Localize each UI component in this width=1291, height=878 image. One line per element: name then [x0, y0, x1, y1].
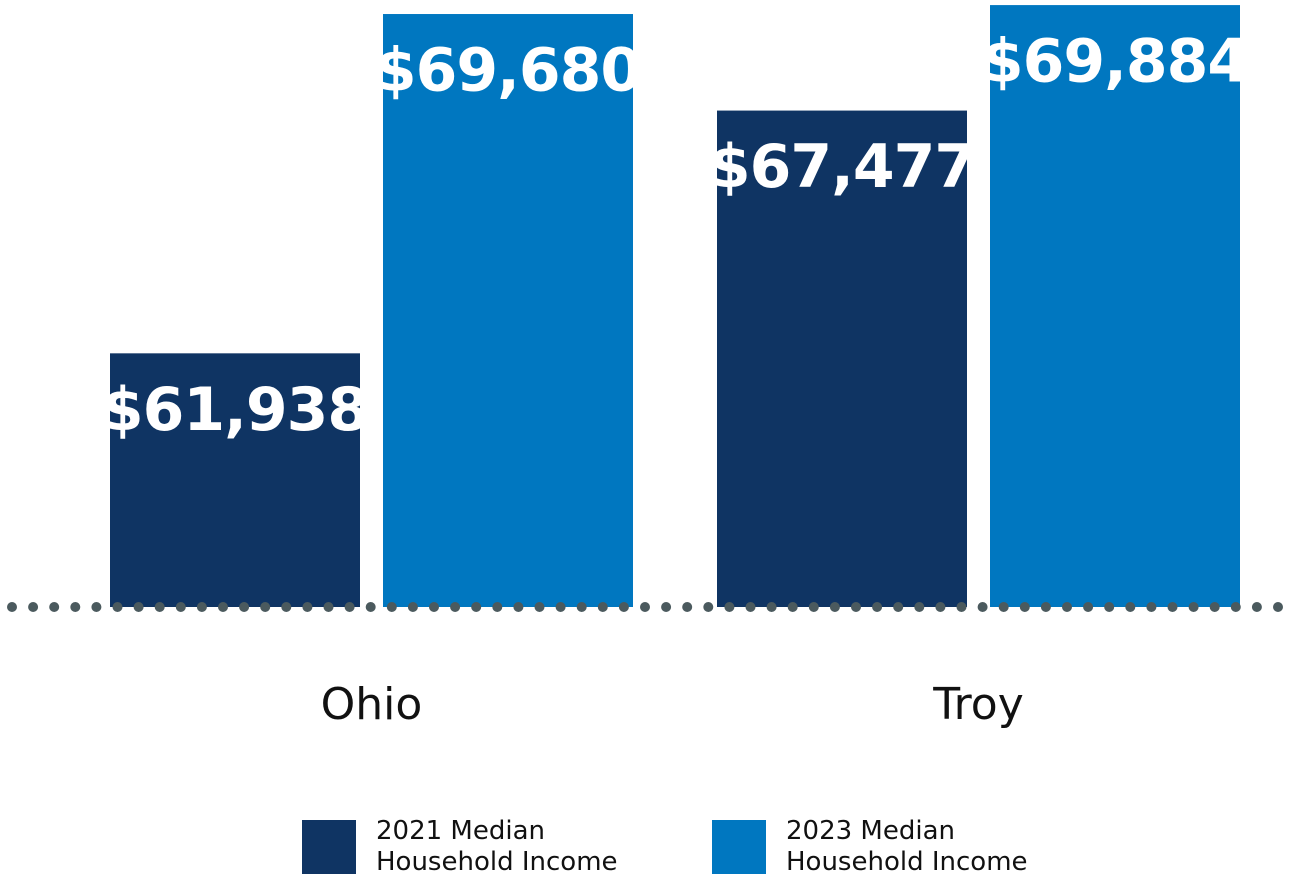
baseline-dot: [196, 602, 207, 612]
baseline-dot: [1188, 602, 1199, 612]
baseline-dot: [471, 602, 482, 612]
baseline-dot: [407, 602, 418, 612]
baseline-dot: [1146, 602, 1157, 612]
baseline-dot: [1230, 602, 1241, 612]
legend-item: 2023 Median Household Income: [712, 816, 1056, 878]
baseline-dot: [851, 602, 861, 612]
baseline-dot: [260, 602, 271, 612]
baseline-dot: [450, 602, 461, 612]
baseline-dot: [1251, 602, 1262, 612]
baseline-dot: [70, 602, 81, 612]
baseline-dot: [49, 602, 60, 612]
baseline-dot: [555, 602, 566, 612]
baseline-dot: [661, 602, 672, 612]
legend-swatch: [302, 820, 356, 874]
baseline-dot: [175, 602, 186, 612]
baseline-dot: [7, 602, 17, 612]
baseline-dot: [1062, 602, 1072, 612]
baseline-dot: [618, 602, 629, 612]
baseline-dot: [133, 602, 144, 612]
baseline-dot: [1083, 602, 1094, 612]
baseline-dot: [1167, 602, 1178, 612]
baseline-dot: [239, 602, 250, 612]
baseline-dot: [956, 602, 967, 612]
baseline-dot: [1209, 602, 1220, 612]
baseline-dot: [112, 602, 123, 612]
bar: [717, 110, 967, 607]
baseline-dot: [724, 602, 735, 612]
plot: $61,938 $69,680 Ohio $67,477$69,884 Troy: [7, 5, 1283, 730]
baseline-dot: [1125, 602, 1136, 612]
baseline-dot: [766, 602, 777, 612]
baseline-dot: [1273, 602, 1283, 612]
baseline-dot: [302, 602, 313, 612]
baseline-dot: [935, 602, 946, 612]
baseline-dot: [829, 602, 840, 612]
baseline-dot: [872, 602, 883, 612]
baseline-dot: [808, 602, 819, 612]
baseline-dot: [386, 602, 397, 612]
baseline-dot: [576, 602, 587, 612]
baseline-dot: [154, 602, 165, 612]
legend-item: 2021 Median Household Income: [302, 816, 646, 878]
baseline-dot: [218, 602, 228, 612]
baseline-dot: [365, 602, 376, 612]
baseline-dot: [640, 602, 650, 612]
bar: [990, 5, 1240, 607]
baseline-dot: [323, 602, 334, 612]
value-label: $61,938: [102, 375, 368, 445]
baseline-dot: [914, 602, 925, 612]
baseline-dot: [344, 602, 355, 612]
value-label: $69,680: [375, 36, 641, 106]
baseline-dot: [513, 602, 524, 612]
legend-label: 2021 Median Household Income: [376, 816, 618, 877]
legend-label: 2023 Median Household Income: [786, 816, 1028, 877]
value-label: $67,477: [709, 132, 975, 202]
bar: [383, 14, 633, 608]
value-label: $69,884: [982, 27, 1248, 97]
baseline-dot: [998, 602, 1009, 612]
category-label: Ohio: [321, 679, 423, 730]
baseline-dot: [281, 602, 292, 612]
baseline-dot: [787, 602, 798, 612]
baseline-dot: [597, 602, 608, 612]
baseline-dot: [703, 602, 714, 612]
baseline-dot: [429, 602, 439, 612]
legend-swatch: [712, 820, 766, 874]
baseline-dot: [745, 602, 756, 612]
baseline-dot: [1019, 602, 1030, 612]
baseline-dot: [28, 602, 39, 612]
baseline-dot: [682, 602, 693, 612]
category-label: Troy: [932, 679, 1024, 730]
bar: [110, 353, 360, 607]
baseline-dot: [534, 602, 545, 612]
baseline-dot: [977, 602, 988, 612]
baseline-dot: [91, 602, 102, 612]
baseline-dot: [893, 602, 904, 612]
baseline-dot: [492, 602, 503, 612]
baseline-dot: [1104, 602, 1115, 612]
baseline-dot: [1040, 602, 1051, 612]
